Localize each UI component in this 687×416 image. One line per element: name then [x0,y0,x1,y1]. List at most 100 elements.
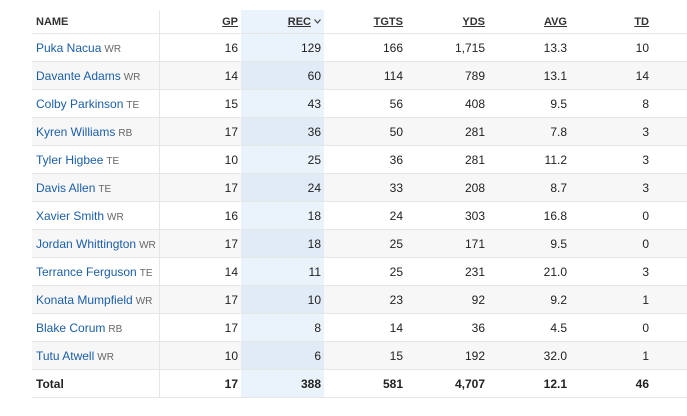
player-row: Kyren Williams RB 17 36 50 281 7.8 3 [32,117,687,146]
player-name[interactable]: Kyren Williams [36,124,116,139]
player-name[interactable]: Jordan Whittington [36,236,137,251]
stat-cell: 10 [241,285,324,314]
column-header[interactable]: TD [570,10,687,34]
player-name[interactable]: Konata Mumpfield [36,292,133,307]
stat-cell: 36 [406,313,488,342]
player-position: WR [139,239,156,251]
player-name[interactable]: Tyler Higbee [36,152,104,167]
stat-cell: 21.0 [488,257,570,286]
header-label[interactable]: REC [287,15,311,28]
stats-table-wrap: NAME GP REC TGTS YDS AVG TD Puka Nacua WR 16 129 1… [32,10,687,398]
player-row: Puka Nacua WR 16 129 166 1,715 13.3 10 [32,33,687,62]
player-name[interactable]: Colby Parkinson [36,96,124,111]
player-cell: Tyler Higbee TE [32,145,160,174]
player-name[interactable]: Xavier Smith [36,208,105,223]
player-cell: Colby Parkinson TE [32,89,160,118]
stat-cell: 25 [324,229,406,258]
stat-cell: 166 [324,33,406,62]
stat-cell: 24 [241,173,324,202]
player-cell: Davis Allen TE [32,173,160,202]
stat-cell: 9.5 [488,89,570,118]
stat-cell: 8 [241,313,324,342]
player-row: Blake Corum RB 17 8 14 36 4.5 0 [32,313,687,342]
header-label[interactable]: TD [634,15,649,28]
stat-cell: 1 [570,285,687,314]
player-name[interactable]: Blake Corum [36,320,106,335]
player-position: TE [106,155,120,167]
header-label[interactable]: TGTS [373,15,403,28]
player-cell: Puka Nacua WR [32,33,160,62]
stat-cell: 33 [324,173,406,202]
player-name[interactable]: Davante Adams [36,68,121,83]
stat-cell: 56 [324,89,406,118]
stat-cell: 1,715 [406,33,488,62]
stat-cell: 32.0 [488,341,570,370]
stat-cell: 789 [406,61,488,90]
header-label[interactable]: GP [222,15,238,28]
stat-cell: 281 [406,117,488,146]
player-cell: Jordan Whittington WR [32,229,160,258]
total-cell: 17 [159,369,241,398]
stat-cell: 18 [241,229,324,258]
stats-table: NAME GP REC TGTS YDS AVG TD Puka Nacua WR 16 129 1… [32,10,687,398]
stat-cell: 4.5 [488,313,570,342]
stat-cell: 17 [159,117,241,146]
stat-cell: 408 [406,89,488,118]
stat-cell: 17 [159,285,241,314]
total-cell: 12.1 [488,369,570,398]
header-label[interactable]: NAME [36,15,69,28]
player-name[interactable]: Davis Allen [36,180,96,195]
stat-cell: 6 [241,341,324,370]
column-header[interactable]: NAME [32,10,160,34]
column-header[interactable]: REC [241,10,324,34]
stat-cell: 16 [159,33,241,62]
player-name[interactable]: Puka Nacua [36,40,102,55]
stat-cell: 3 [570,145,687,174]
stat-cell: 14 [159,61,241,90]
player-row: Davante Adams WR 14 60 114 789 13.1 14 [32,61,687,90]
stat-cell: 1 [570,341,687,370]
stat-cell: 10 [159,145,241,174]
column-header[interactable]: AVG [488,10,570,34]
player-cell: Tutu Atwell WR [32,341,160,370]
stat-cell: 18 [241,201,324,230]
stat-cell: 303 [406,201,488,230]
stat-cell: 10 [570,33,687,62]
player-name[interactable]: Terrance Ferguson [36,264,137,279]
stat-cell: 8.7 [488,173,570,202]
player-row: Konata Mumpfield WR 17 10 23 92 9.2 1 [32,285,687,314]
player-row: Terrance Ferguson TE 14 11 25 231 21.0 3 [32,257,687,286]
stat-cell: 8 [570,89,687,118]
stat-cell: 16 [159,201,241,230]
player-position: RB [108,323,123,335]
stat-cell: 17 [159,173,241,202]
header-row: NAME GP REC TGTS YDS AVG TD [32,10,687,34]
total-row: Total 17 388 581 4,707 12.1 46 [32,369,687,398]
stat-cell: 14 [570,61,687,90]
header-label[interactable]: YDS [462,15,485,28]
stat-cell: 36 [324,145,406,174]
player-position: WR [123,71,141,83]
player-position: RB [118,127,133,139]
total-cell: 581 [324,369,406,398]
player-position: WR [97,351,114,363]
column-header[interactable]: GP [159,10,241,34]
stat-cell: 3 [570,257,687,286]
player-name[interactable]: Tutu Atwell [36,348,95,363]
stat-cell: 24 [324,201,406,230]
stat-cell: 25 [241,145,324,174]
total-cell: 4,707 [406,369,488,398]
column-header[interactable]: TGTS [324,10,406,34]
stat-cell: 43 [241,89,324,118]
stat-cell: 208 [406,173,488,202]
stat-cell: 17 [159,313,241,342]
player-row: Tutu Atwell WR 10 6 15 192 32.0 1 [32,341,687,370]
stat-cell: 10 [159,341,241,370]
player-cell: Davante Adams WR [32,61,160,90]
stat-cell: 17 [159,229,241,258]
header-label[interactable]: AVG [543,15,567,28]
player-cell: Terrance Ferguson TE [32,257,160,286]
column-header[interactable]: YDS [406,10,488,34]
stat-cell: 11 [241,257,324,286]
